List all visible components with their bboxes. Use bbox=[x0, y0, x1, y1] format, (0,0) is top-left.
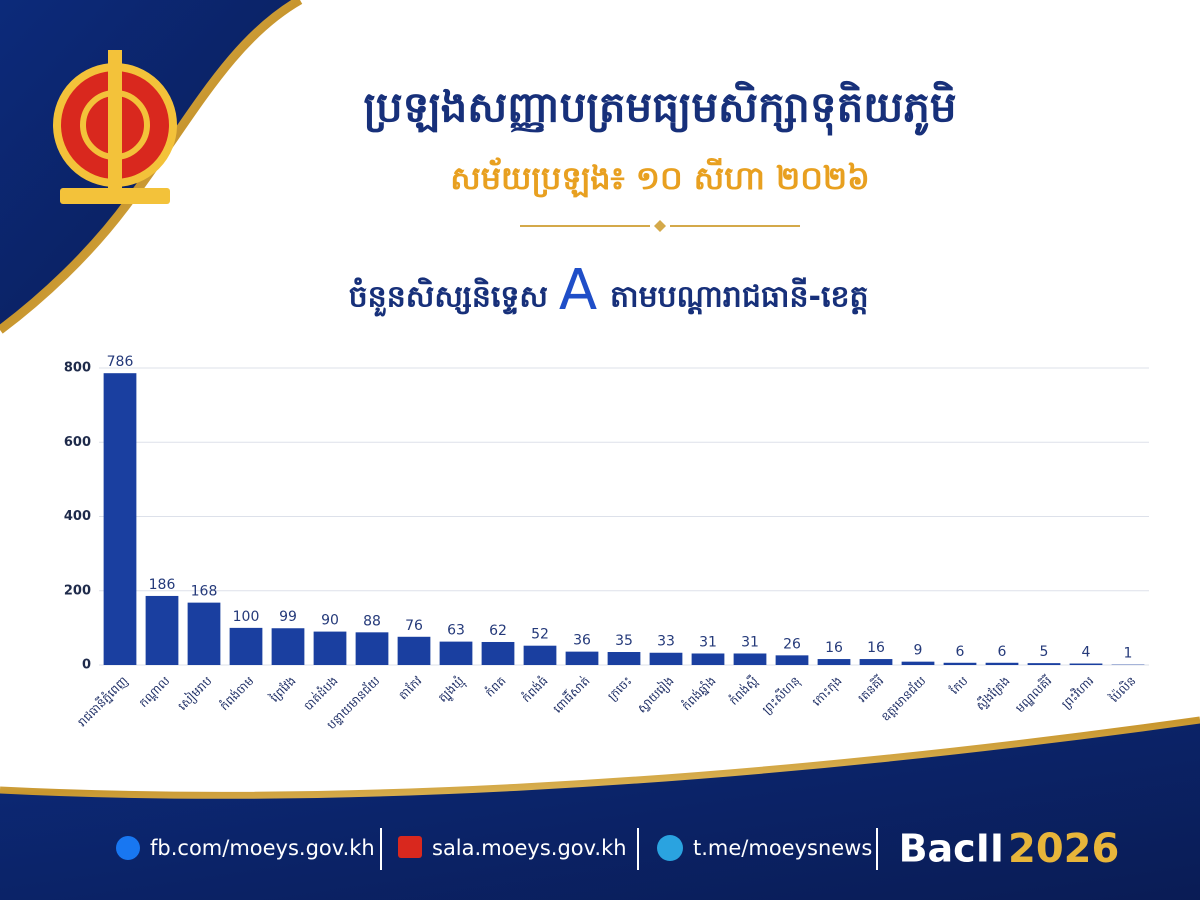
bar bbox=[649, 652, 683, 665]
brand-year: 2026 bbox=[1008, 826, 1119, 872]
bar bbox=[817, 659, 851, 665]
value-label: 63 bbox=[447, 623, 465, 639]
value-label: 4 bbox=[1082, 645, 1091, 661]
bar bbox=[691, 653, 725, 665]
facebook-icon bbox=[116, 836, 140, 860]
value-label: 35 bbox=[615, 633, 633, 649]
value-label: 52 bbox=[531, 627, 549, 643]
bar bbox=[1069, 663, 1103, 665]
value-label: 76 bbox=[405, 618, 423, 634]
footer-band bbox=[0, 720, 1200, 900]
bar bbox=[901, 661, 935, 665]
footer-link[interactable]: sala.moeys.gov.kh bbox=[432, 836, 627, 860]
footer-gold-stroke bbox=[0, 716, 1200, 799]
bar bbox=[775, 655, 809, 665]
bar bbox=[103, 373, 137, 665]
bar bbox=[439, 641, 473, 665]
value-label: 31 bbox=[699, 634, 717, 650]
value-label: 33 bbox=[657, 634, 675, 650]
brand: BacII bbox=[899, 827, 1004, 871]
value-label: 99 bbox=[279, 609, 297, 625]
heading-text: តាមបណ្ដារាជធានី-ខេត្ត bbox=[610, 277, 869, 315]
heading-letter: A bbox=[559, 258, 597, 323]
footer-link[interactable]: fb.com/moeys.gov.kh bbox=[150, 836, 375, 860]
bar bbox=[229, 627, 263, 665]
bar bbox=[481, 641, 515, 665]
value-label: 6 bbox=[998, 644, 1007, 660]
bar bbox=[943, 662, 977, 665]
bar bbox=[397, 636, 431, 665]
value-label: 36 bbox=[573, 633, 591, 649]
bar bbox=[313, 631, 347, 665]
value-label: 186 bbox=[149, 577, 176, 593]
y-tick-label: 800 bbox=[64, 361, 91, 376]
bar bbox=[985, 662, 1019, 665]
value-label: 9 bbox=[914, 643, 923, 659]
telegram-icon bbox=[657, 835, 683, 861]
divider-diamond bbox=[654, 220, 666, 232]
value-label: 5 bbox=[1040, 644, 1049, 660]
heading-text: ចំនួនសិស្សនិទ្ទេស bbox=[349, 277, 548, 318]
bar bbox=[607, 652, 641, 665]
logo bbox=[53, 50, 177, 204]
bar bbox=[523, 645, 557, 665]
footer-link[interactable]: t.me/moeysnews bbox=[693, 836, 872, 860]
value-label: 100 bbox=[233, 609, 260, 625]
value-label: 26 bbox=[783, 636, 801, 652]
bar bbox=[1027, 663, 1061, 665]
value-label: 16 bbox=[867, 640, 885, 656]
value-label: 1 bbox=[1124, 646, 1133, 662]
bar bbox=[145, 595, 179, 665]
y-tick-label: 600 bbox=[64, 435, 91, 450]
y-tick-label: 0 bbox=[82, 658, 91, 673]
bar bbox=[187, 602, 221, 665]
y-tick-label: 400 bbox=[64, 509, 91, 524]
value-label: 88 bbox=[363, 613, 381, 629]
bar bbox=[271, 628, 305, 665]
value-label: 6 bbox=[956, 644, 965, 660]
bar bbox=[859, 659, 893, 665]
bar bbox=[355, 632, 389, 665]
value-label: 16 bbox=[825, 640, 843, 656]
sala-icon bbox=[398, 836, 422, 858]
subtitle: សម័យប្រឡង៖ ១០ សីហា ២០២៦ bbox=[450, 157, 870, 198]
bar bbox=[733, 653, 767, 665]
value-label: 786 bbox=[107, 354, 134, 370]
value-label: 62 bbox=[489, 623, 507, 639]
y-tick-label: 200 bbox=[64, 583, 91, 598]
bar bbox=[565, 651, 599, 665]
value-label: 31 bbox=[741, 634, 759, 650]
title: ប្រឡងសញ្ញាបត្រមធ្យមសិក្សាទុតិយភូមិ bbox=[363, 81, 956, 136]
value-label: 168 bbox=[191, 584, 218, 600]
value-label: 90 bbox=[321, 613, 339, 629]
